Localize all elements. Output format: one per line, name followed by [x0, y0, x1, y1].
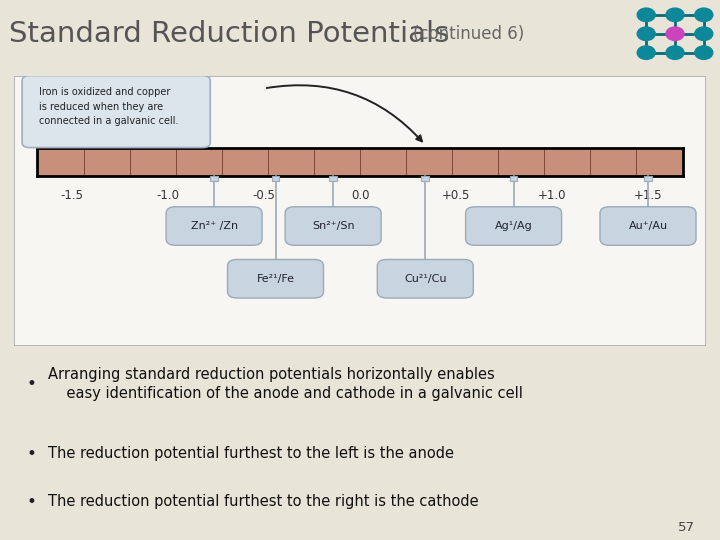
Circle shape — [695, 8, 713, 22]
Text: The reduction potential furthest to the right is the cathode: The reduction potential furthest to the … — [48, 494, 478, 509]
Text: -1.0: -1.0 — [156, 189, 179, 202]
Text: Fe²¹/Fe: Fe²¹/Fe — [256, 274, 294, 284]
Bar — [544, 147, 590, 176]
Circle shape — [695, 46, 713, 59]
Text: Au⁺/Au: Au⁺/Au — [629, 221, 667, 231]
Bar — [360, 147, 406, 176]
Text: Arranging standard reduction potentials horizontally enables
    easy identifica: Arranging standard reduction potentials … — [48, 367, 523, 401]
Text: Zn²⁺ /Zn: Zn²⁺ /Zn — [191, 221, 238, 231]
Text: •: • — [27, 492, 37, 510]
FancyBboxPatch shape — [285, 207, 381, 245]
Text: Sn²⁺/Sn: Sn²⁺/Sn — [312, 221, 354, 231]
Bar — [452, 147, 498, 176]
Circle shape — [666, 46, 684, 59]
Bar — [329, 176, 337, 181]
Text: +1.0: +1.0 — [538, 189, 566, 202]
Bar — [176, 147, 222, 176]
FancyBboxPatch shape — [228, 259, 323, 298]
Bar — [314, 147, 360, 176]
FancyBboxPatch shape — [14, 76, 706, 346]
Text: 57: 57 — [678, 521, 695, 534]
Bar — [510, 176, 518, 181]
FancyBboxPatch shape — [466, 207, 562, 245]
Bar — [222, 147, 268, 176]
Text: -1.5: -1.5 — [60, 189, 84, 202]
Bar — [271, 176, 279, 181]
Bar — [498, 147, 544, 176]
FancyBboxPatch shape — [22, 76, 210, 147]
Text: The reduction potential furthest to the left is the anode: The reduction potential furthest to the … — [48, 447, 454, 461]
Text: -0.5: -0.5 — [253, 189, 276, 202]
Text: +1.5: +1.5 — [634, 189, 662, 202]
Bar — [421, 176, 429, 181]
FancyBboxPatch shape — [377, 259, 473, 298]
Circle shape — [637, 27, 655, 40]
Text: 0.0: 0.0 — [351, 189, 369, 202]
Text: Ag¹/Ag: Ag¹/Ag — [495, 221, 533, 231]
Circle shape — [637, 8, 655, 22]
Text: Cu²¹/Cu: Cu²¹/Cu — [404, 274, 446, 284]
Bar — [636, 147, 683, 176]
Text: •: • — [27, 445, 37, 463]
FancyBboxPatch shape — [166, 207, 262, 245]
Bar — [84, 147, 130, 176]
Circle shape — [666, 27, 684, 40]
Text: +0.5: +0.5 — [442, 189, 470, 202]
Text: •: • — [27, 375, 37, 393]
Bar — [406, 147, 452, 176]
Bar — [644, 176, 652, 181]
Text: (continued 6): (continued 6) — [413, 25, 524, 43]
Text: Iron is oxidized and copper
is reduced when they are
connected in a galvanic cel: Iron is oxidized and copper is reduced w… — [40, 87, 179, 126]
Circle shape — [695, 27, 713, 40]
Bar — [130, 147, 176, 176]
Bar — [590, 147, 636, 176]
FancyArrowPatch shape — [266, 85, 422, 141]
Circle shape — [666, 8, 684, 22]
Circle shape — [637, 46, 655, 59]
FancyBboxPatch shape — [600, 207, 696, 245]
Text: Standard Reduction Potentials: Standard Reduction Potentials — [9, 20, 450, 48]
Bar — [37, 147, 84, 176]
Bar — [210, 176, 218, 181]
Bar — [268, 147, 314, 176]
